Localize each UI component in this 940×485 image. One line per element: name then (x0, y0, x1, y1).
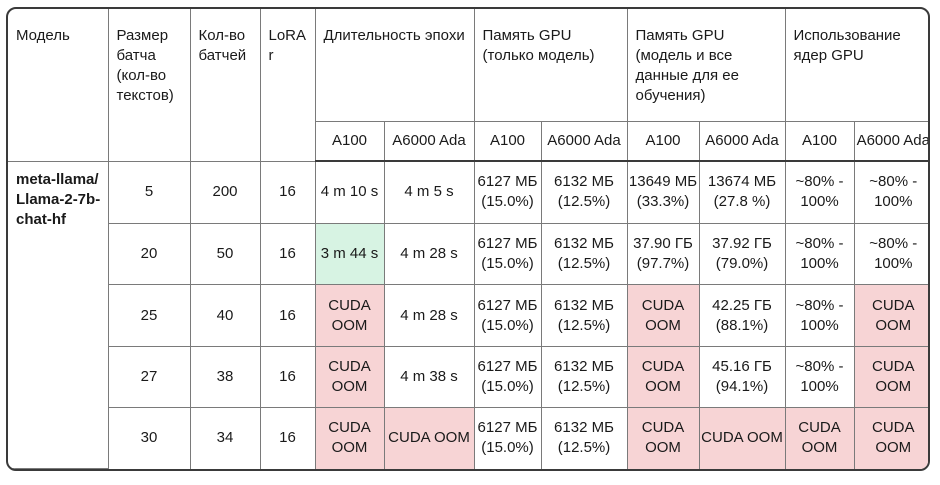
cell-lora-r: 16 (259, 222, 316, 286)
cell-cores-a100: ~80% - 100% (784, 160, 855, 224)
header-lora-r: LoRA r (259, 9, 316, 162)
cell-lora-r: 16 (259, 345, 316, 409)
cell-lora-r: 16 (259, 284, 316, 347)
cell-cores-a6000-oom: CUDA OOM (853, 284, 928, 347)
subheader-epoch-a6000: A6000 Ada (383, 120, 475, 162)
cell-mem-all-a100: 13649 МБ (33.3%) (626, 160, 700, 224)
cell-epoch-a6000: 4 m 28 s (383, 284, 475, 347)
cell-cores-a100-oom: CUDA OOM (784, 407, 855, 469)
cell-mem-all-a6000: 37.92 ГБ (79.0%) (698, 222, 786, 286)
cell-batch-size: 30 (108, 407, 191, 469)
cell-epoch-a6000: 4 m 5 s (383, 160, 475, 224)
cell-epoch-a100-oom: CUDA OOM (314, 284, 385, 347)
cell-cores-a6000: ~80% - 100% (853, 222, 928, 286)
subheader-mem-model-a6000: A6000 Ada (540, 120, 628, 162)
subheader-cores-a100: A100 (784, 120, 855, 162)
cell-epoch-a6000: 4 m 28 s (383, 222, 475, 286)
cell-mem-all-a6000: 42.25 ГБ (88.1%) (698, 284, 786, 347)
cell-mem-model-a6000: 6132 МБ (12.5%) (540, 222, 628, 286)
subheader-mem-all-a6000: A6000 Ada (698, 120, 786, 162)
cell-mem-all-a6000: 45.16 ГБ (94.1%) (698, 345, 786, 409)
cell-mem-model-a6000: 6132 МБ (12.5%) (540, 407, 628, 469)
cell-batch-count: 50 (189, 222, 261, 286)
cell-epoch-a100-oom: CUDA OOM (314, 345, 385, 409)
cell-batch-count: 200 (189, 160, 261, 224)
cell-mem-all-a100-oom: CUDA OOM (626, 345, 700, 409)
subheader-mem-model-a100: A100 (473, 120, 542, 162)
header-gpu-memory-all: Память GPU (модель и все данные для ее о… (626, 9, 786, 122)
cell-mem-all-a100: 37.90 ГБ (97.7%) (626, 222, 700, 286)
cell-batch-count: 34 (189, 407, 261, 469)
cell-cores-a6000-oom: CUDA OOM (853, 345, 928, 409)
cell-batch-count: 40 (189, 284, 261, 347)
cell-mem-model-a6000: 6132 МБ (12.5%) (540, 345, 628, 409)
cell-epoch-a6000: 4 m 38 s (383, 345, 475, 409)
cell-mem-model-a6000: 6132 МБ (12.5%) (540, 160, 628, 224)
comparison-table-frame: Модель Размер батча (кол-во текстов) Кол… (6, 7, 930, 471)
header-epoch-duration: Длительность эпохи (314, 9, 475, 122)
table-row: meta-llama/ Llama-2-7b-chat-hf 5 200 16 … (8, 160, 928, 469)
subheader-mem-all-a100: A100 (626, 120, 700, 162)
header-model: Модель (8, 9, 109, 162)
cell-cores-a100: ~80% - 100% (784, 345, 855, 409)
table-row: 20 50 16 3 m 44 s 4 m 28 s 6127 МБ (15.0… (8, 222, 928, 286)
header-gpu-memory-model: Память GPU (только модель) (473, 9, 628, 122)
header-batch-size: Размер батча (кол-во текстов) (107, 9, 191, 162)
cell-batch-count: 38 (189, 345, 261, 409)
gpu-comparison-table: Модель Размер батча (кол-во текстов) Кол… (8, 9, 928, 469)
cell-epoch-a100-best: 3 m 44 s (314, 222, 385, 286)
cell-cores-a6000-oom: CUDA OOM (853, 407, 928, 469)
cell-batch-size: 25 (108, 284, 191, 347)
cell-batch-size: 5 (107, 160, 191, 224)
cell-mem-model-a100: 6127 МБ (15.0%) (473, 345, 542, 409)
model-name-cell: meta-llama/ Llama-2-7b-chat-hf (8, 160, 109, 469)
cell-mem-all-a6000: 13674 МБ (27.8 %) (698, 160, 786, 224)
cell-mem-model-a100: 6127 МБ (15.0%) (473, 222, 542, 286)
cell-cores-a100: ~80% - 100% (784, 284, 855, 347)
table-row: 27 38 16 CUDA OOM 4 m 38 s 6127 МБ (15.0… (8, 345, 928, 409)
cell-cores-a100: ~80% - 100% (784, 222, 855, 286)
cell-cores-a6000: ~80% - 100% (853, 160, 928, 224)
table-row: 25 40 16 CUDA OOM 4 m 28 s 6127 МБ (15.0… (8, 284, 928, 347)
cell-mem-model-a100: 6127 МБ (15.0%) (473, 284, 542, 347)
subheader-cores-a6000: A6000 Ada (853, 120, 928, 162)
cell-epoch-a100: 4 m 10 s (314, 160, 385, 224)
cell-batch-size: 20 (108, 222, 191, 286)
cell-mem-all-a100-oom: CUDA OOM (626, 284, 700, 347)
cell-batch-size: 27 (108, 345, 191, 409)
cell-mem-all-a6000-oom: CUDA OOM (698, 407, 786, 469)
cell-mem-model-a100: 6127 МБ (15.0%) (473, 407, 542, 469)
cell-epoch-a100-oom: CUDA OOM (314, 407, 385, 469)
header-batch-count: Кол-во батчей (189, 9, 261, 162)
table-row: 30 34 16 CUDA OOM CUDA OOM 6127 МБ (15.0… (8, 407, 928, 469)
cell-mem-model-a6000: 6132 МБ (12.5%) (540, 284, 628, 347)
cell-mem-model-a100: 6127 МБ (15.0%) (473, 160, 542, 224)
header-gpu-core-usage: Использование ядер GPU (784, 9, 928, 122)
cell-epoch-a6000-oom: CUDA OOM (383, 407, 475, 469)
cell-lora-r: 16 (259, 160, 316, 224)
subheader-epoch-a100: A100 (315, 120, 385, 162)
cell-lora-r: 16 (259, 407, 316, 469)
cell-mem-all-a100-oom: CUDA OOM (626, 407, 700, 469)
